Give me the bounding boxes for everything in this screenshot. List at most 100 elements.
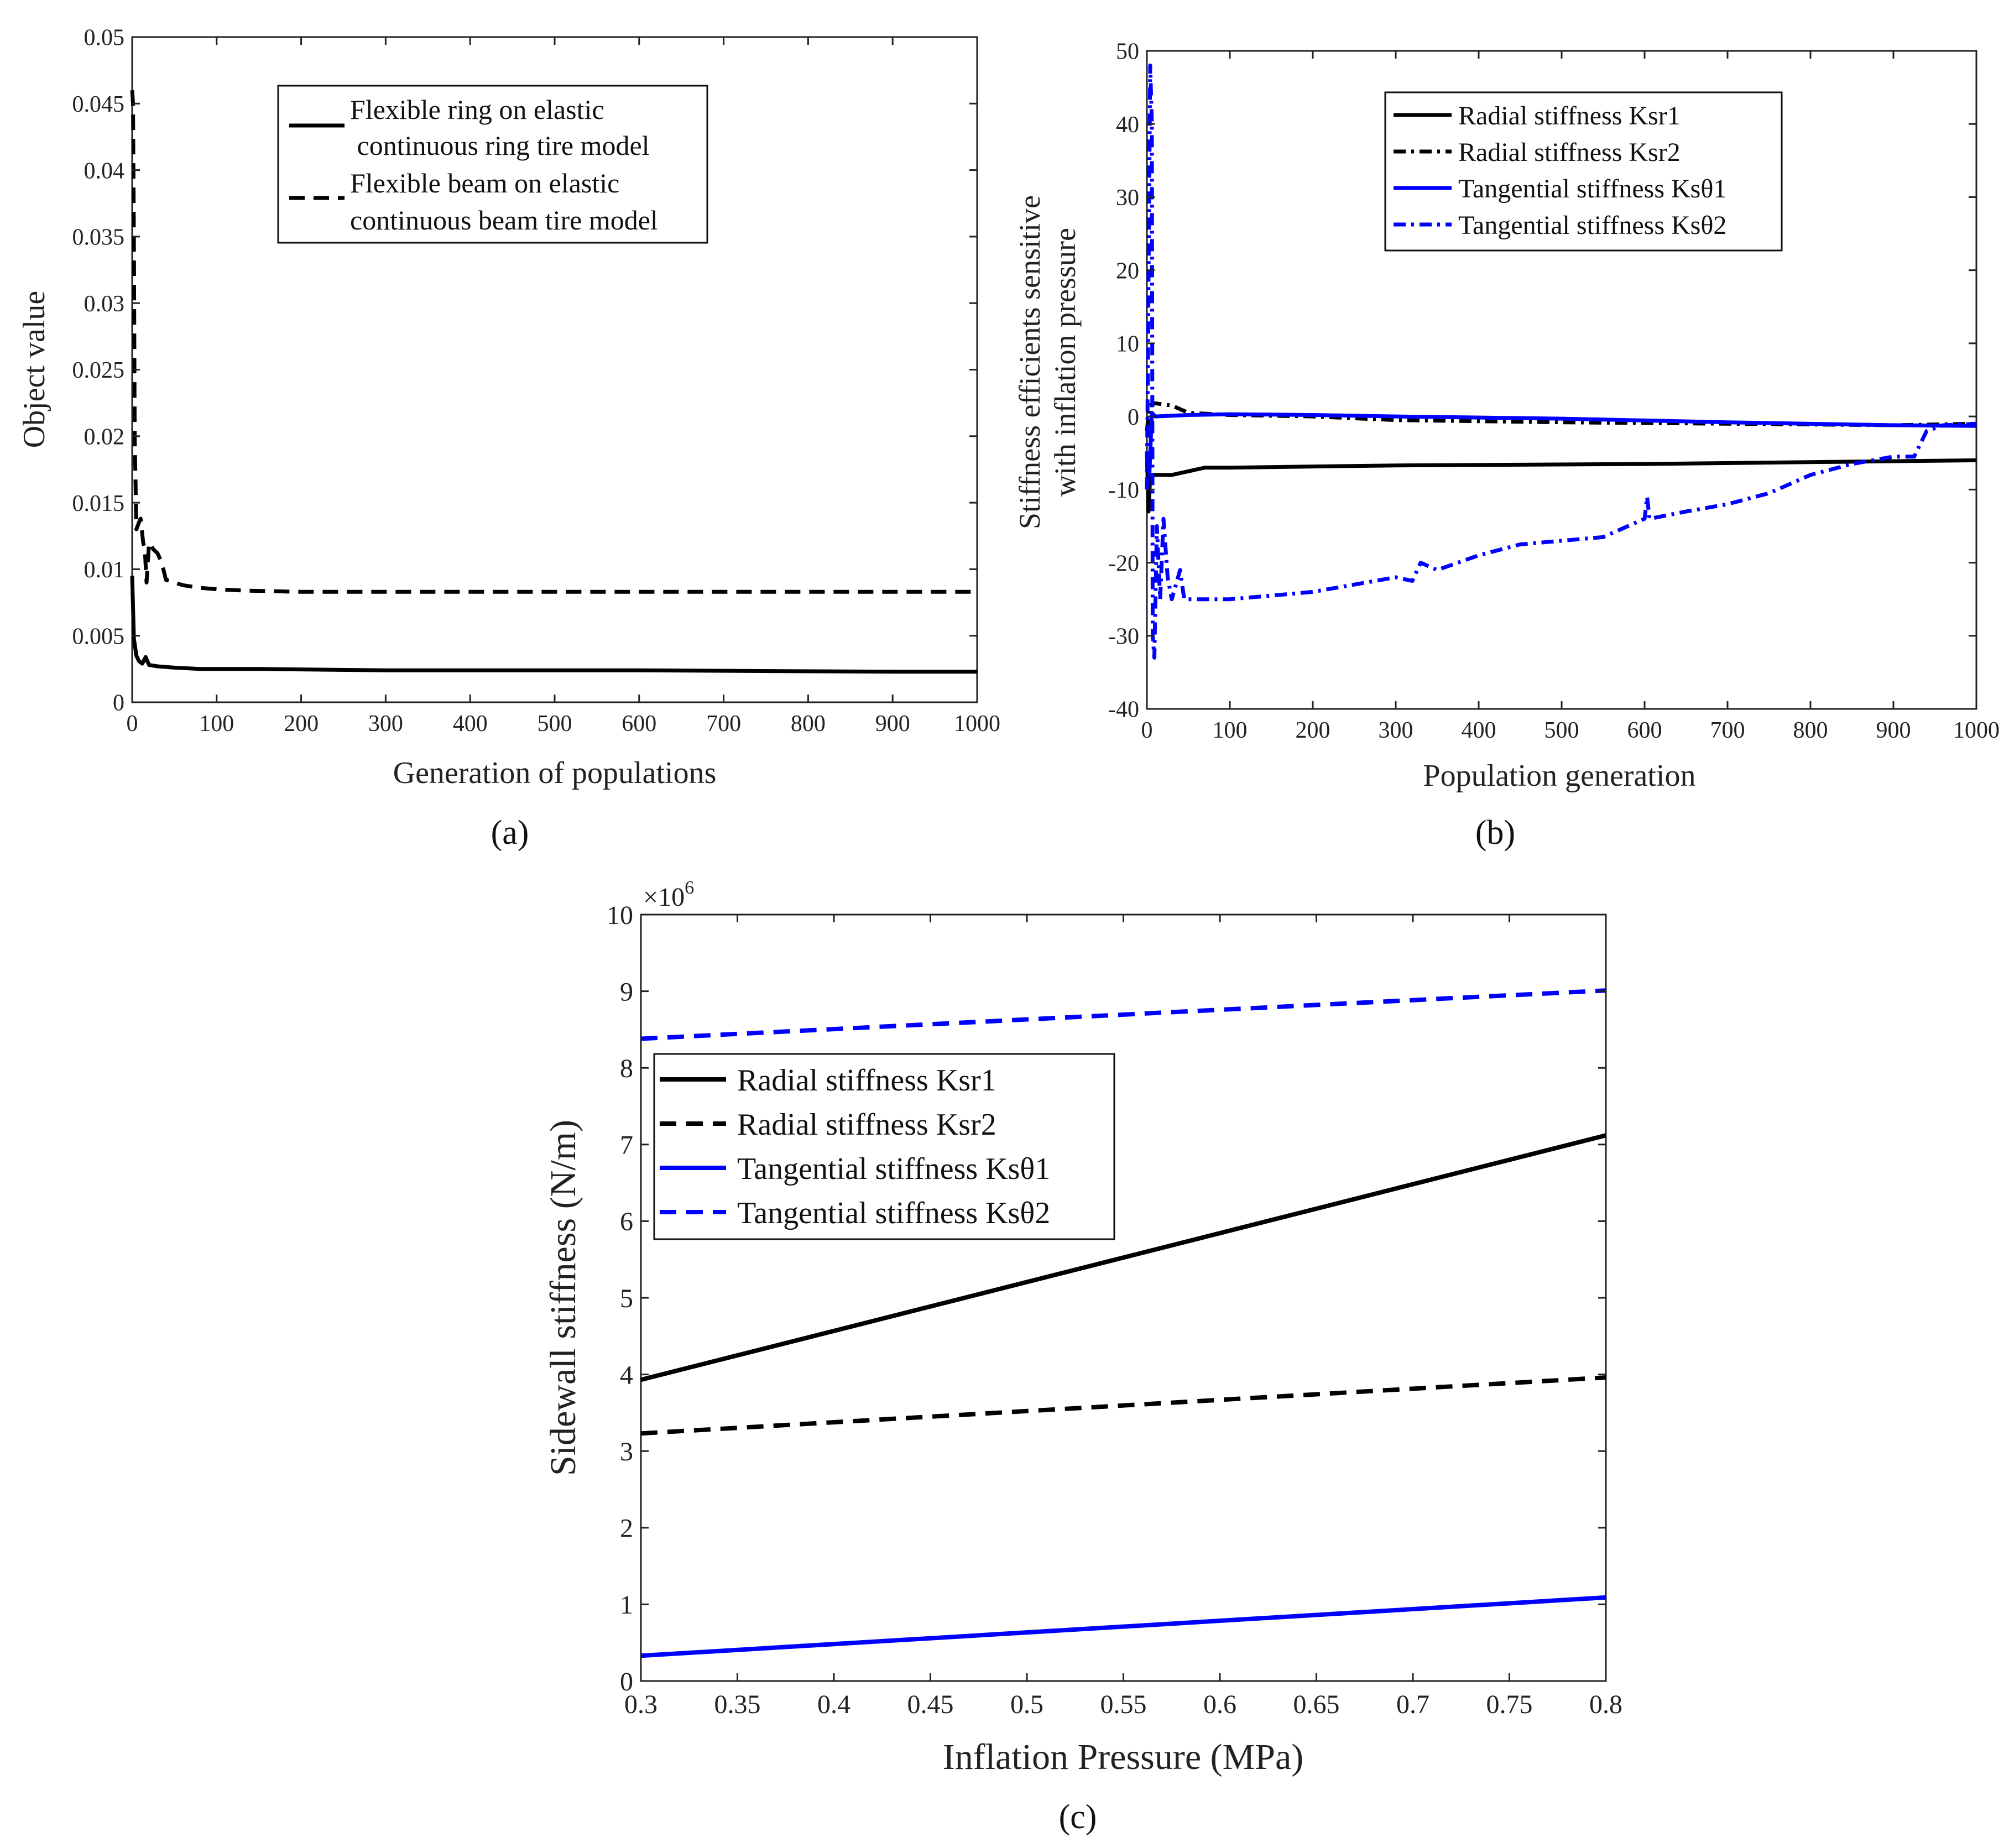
chart-b-x-tick-label: 1000 <box>1953 718 2000 743</box>
chart-a-x-tick-label: 700 <box>706 711 741 737</box>
chart-b-y-axis-label-line2: with inflation pressure <box>1048 228 1082 497</box>
chart-c-tick-layer: 0.3 0.35 0.4 0.45 0.5 0.55 0.6 0.65 0.7 0.75 0.8 0 1… <box>607 901 1622 1719</box>
chart-c-y-tick-label: 5 <box>620 1284 633 1313</box>
chart-a-x-axis-label: Generation of populations <box>393 756 717 790</box>
chart-c-x-tick-label: 0.8 <box>1589 1690 1622 1719</box>
chart-a-y-tick-label: 0 <box>113 691 124 716</box>
panel-c-label: (c) <box>1059 1798 1097 1836</box>
chart-c-x-tick-label: 0.6 <box>1203 1690 1236 1719</box>
chart-c-y-tick-label: 2 <box>620 1514 633 1543</box>
chart-a-legend: Flexible ring on elastic continuous ring… <box>277 85 708 244</box>
chart-b-y-tick-label: 20 <box>1116 258 1139 284</box>
chart-c-x-tick-label: 0.3 <box>624 1690 658 1719</box>
panel-a-label: (a) <box>491 814 529 852</box>
chart-c-x-tick-label: 0.7 <box>1396 1690 1429 1719</box>
chart-c-y-tick-label: 4 <box>620 1360 633 1390</box>
chart-a-x-tick-label: 200 <box>284 711 319 737</box>
chart-b-x-tick-label: 900 <box>1876 718 1911 743</box>
chart-b: 0 100 200 300 400 500 600 700 800 900 1000-40-30-2… <box>1013 39 2000 852</box>
chart-a-x-tick-label: 600 <box>622 711 656 737</box>
chart-b-y-tick-label: -20 <box>1108 551 1139 576</box>
chart-b-y-tick-label: 0 <box>1128 405 1139 430</box>
chart-c-legend-kst2: Tangential stiffness Ksθ2 <box>737 1196 1050 1230</box>
chart-b-legend-ksr1: Radial stiffness Ksr1 <box>1458 101 1681 130</box>
chart-c-legend-ksr2: Radial stiffness Ksr2 <box>737 1108 996 1142</box>
chart-b-series-1-line <box>1145 453 1977 514</box>
chart-a-legend-ring-line2: continuous ring tire model <box>350 130 650 161</box>
chart-b-x-tick-label: 0 <box>1141 718 1153 743</box>
chart-b-y-tick-label: 10 <box>1116 332 1139 357</box>
chart-c-legend-box <box>653 1053 1115 1240</box>
chart-c-legend-kst1: Tangential stiffness Ksθ1 <box>737 1152 1050 1186</box>
chart-a-series-2-line <box>130 90 977 594</box>
chart-a-y-tick-label: 0.05 <box>84 25 125 51</box>
chart-a-legend-box <box>277 85 708 244</box>
chart-b-x-tick-label: 800 <box>1793 718 1828 743</box>
chart-a-y-tick-label: 0.02 <box>84 425 125 450</box>
chart-a-x-tick-label: 400 <box>453 711 488 737</box>
chart-c-y-tick-label: 3 <box>620 1437 633 1466</box>
chart-b-y-tick-label: -40 <box>1108 697 1139 723</box>
chart-b-x-tick-label: 700 <box>1710 718 1745 743</box>
chart-c-series-3-line <box>640 1595 1606 1658</box>
chart-b-x-tick-label: 400 <box>1462 718 1496 743</box>
chart-a-y-tick-label: 0.045 <box>72 92 125 117</box>
chart-a-legend-beam-line2: continuous beam tire model <box>350 205 658 236</box>
chart-a-x-tick-label: 1000 <box>954 711 1000 737</box>
chart-c-x-tick-label: 0.75 <box>1486 1690 1533 1719</box>
chart-c-y-multiplier-base: ×10 <box>643 883 685 912</box>
chart-c-y-tick-label: 10 <box>607 901 633 930</box>
chart-a-x-tick-label: 100 <box>199 711 234 737</box>
chart-a-series-1-line <box>130 576 977 674</box>
chart-a-tick-layer: 0 100 200 300 400 500 600 700 800 900 1000 0 0.005 0.… <box>72 25 1001 737</box>
chart-a-y-tick-label: 0.035 <box>72 225 125 250</box>
chart-b-tick-layer: 0 100 200 300 400 500 600 700 800 900 1000-40-30-2… <box>1108 39 2000 743</box>
chart-b-y-tick-label: -30 <box>1108 624 1139 649</box>
chart-b-legend-kst2: Tangential stiffness Ksθ2 <box>1458 211 1726 240</box>
chart-a-y-tick-label: 0.015 <box>72 491 125 516</box>
chart-c-series-layer <box>640 988 1606 1658</box>
chart-b-y-tick-label: -10 <box>1108 478 1139 503</box>
chart-a-x-tick-label: 800 <box>791 711 826 737</box>
chart-c-plot-area <box>640 913 1607 1682</box>
chart-b-y-tick-label: 50 <box>1116 39 1139 65</box>
chart-a-y-tick-label: 0.04 <box>84 158 125 184</box>
chart-a-y-tick-label: 0.025 <box>72 358 125 383</box>
chart-c-y-tick-label: 1 <box>620 1590 633 1620</box>
chart-b-legend: Radial stiffness Ksr1 Radial stiffness K… <box>1384 91 1783 252</box>
chart-b-x-tick-label: 300 <box>1379 718 1413 743</box>
chart-c-y-tick-label: 9 <box>620 977 633 1006</box>
chart-a-x-tick-label: 0 <box>127 711 138 737</box>
chart-a-y-tick-label: 0.005 <box>72 624 125 649</box>
chart-c-x-axis-label: Inflation Pressure (MPa) <box>943 1737 1304 1777</box>
chart-c-y-tick-label: 0 <box>620 1667 633 1696</box>
chart-b-series-layer <box>1145 63 1977 660</box>
chart-c-series-4-line <box>640 988 1606 1041</box>
chart-c-legend-ksr1: Radial stiffness Ksr1 <box>737 1063 996 1098</box>
chart-b-x-tick-label: 500 <box>1544 718 1579 743</box>
chart-a-x-tick-label: 900 <box>875 711 910 737</box>
chart-b-y-axis-label-line1: Stiffness efficients sensitive <box>1013 195 1046 529</box>
chart-c-series-2-line <box>640 1375 1606 1436</box>
chart-c-x-tick-label: 0.5 <box>1010 1690 1043 1719</box>
chart-b-legend-ksr2: Radial stiffness Ksr2 <box>1458 138 1681 167</box>
chart-a-legend-beam-line1: Flexible beam on elastic <box>350 168 619 199</box>
chart-a-y-tick-label: 0.01 <box>84 557 125 583</box>
chart-a-y-tick-label: 0.03 <box>84 291 125 317</box>
chart-c-x-tick-label: 0.65 <box>1293 1690 1340 1719</box>
chart-c-y-multiplier-exp: 6 <box>685 878 694 898</box>
chart-c-x-tick-label: 0.45 <box>907 1690 954 1719</box>
chart-c-legend: Radial stiffness Ksr1 Radial stiffness K… <box>653 1053 1115 1240</box>
chart-a: 0 100 200 300 400 500 600 700 800 900 1000 0 0.005 0.… <box>17 25 1000 852</box>
chart-a-y-axis-label: Object value <box>17 291 51 448</box>
chart-b-y-tick-label: 30 <box>1116 185 1139 211</box>
panel-b-label: (b) <box>1475 814 1515 852</box>
chart-b-x-tick-label: 600 <box>1627 718 1662 743</box>
chart-c-y-axis-label: Sidewall stiffness (N/m) <box>543 1120 583 1476</box>
chart-b-y-tick-label: 40 <box>1116 112 1139 138</box>
chart-c-series-1-line <box>640 1133 1606 1382</box>
chart-b-x-axis-label: Population generation <box>1423 759 1695 793</box>
chart-c-x-tick-label: 0.55 <box>1100 1690 1147 1719</box>
chart-c-y-tick-label: 7 <box>620 1131 633 1160</box>
